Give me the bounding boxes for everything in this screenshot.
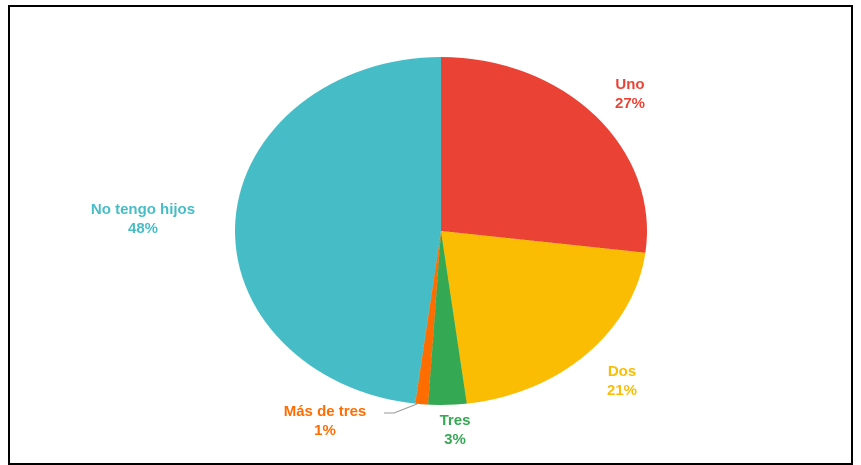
page: {"chart_data": {"type": "pie", "categori… <box>8 5 853 465</box>
pie-slice <box>428 231 467 405</box>
slice-value-label: 21% <box>607 382 637 399</box>
slice-label: Más de tres <box>284 403 367 420</box>
chart: Uno 27% Dos 21% Tres 3% Más de tres 1% No tengo … <box>91 57 647 448</box>
pie-slice <box>441 231 646 404</box>
pie-slice <box>441 57 647 253</box>
slice-label: No tengo hijos <box>91 201 195 218</box>
slice-value-label: 3% <box>444 431 466 448</box>
slice-label: Uno <box>615 76 644 93</box>
leader-line <box>384 403 418 414</box>
slice-value-label: 27% <box>615 95 645 112</box>
slice-label: Dos <box>608 363 636 380</box>
pie-slice <box>234 57 441 404</box>
slice-value-label: 48% <box>128 220 158 237</box>
pie-slice <box>415 231 441 405</box>
slice-label: Tres <box>440 412 471 429</box>
slice-value-label: 1% <box>314 422 336 439</box>
